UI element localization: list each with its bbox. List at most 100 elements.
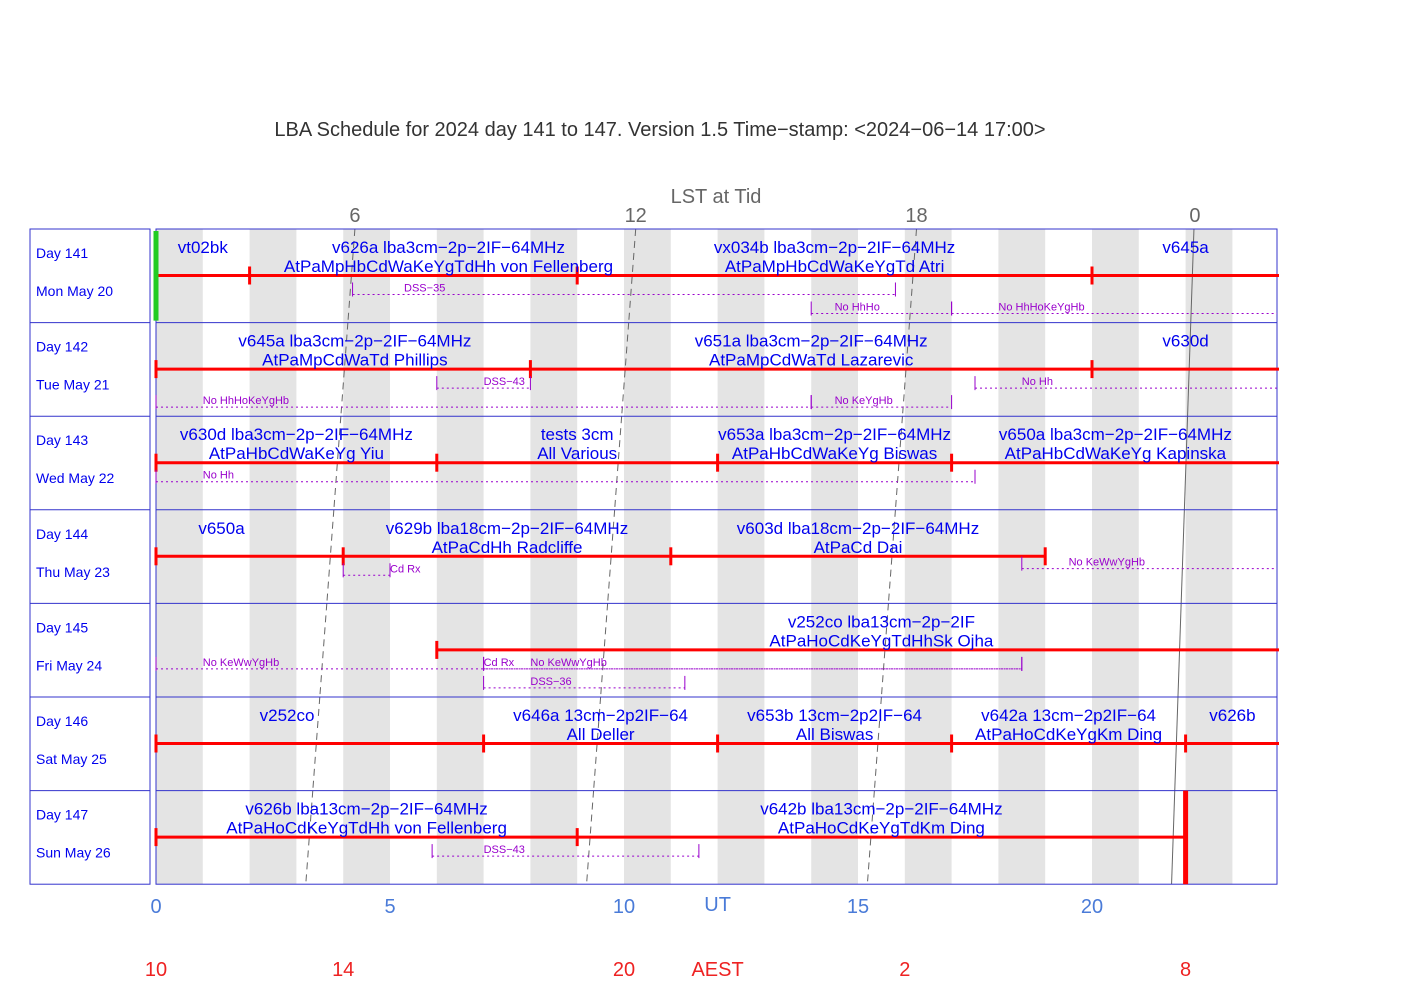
experiment-label: v629b lba18cm−2p−2IF−64MHz (386, 519, 628, 538)
aest-tick-label: 10 (145, 959, 167, 981)
lst-dash-line (621, 322, 630, 417)
note-label: No HhHoKeYgHb (998, 302, 1084, 314)
day-rows: Day 141 Mon May 20 vt02bk v626a lba3cm−2p−2… (36, 231, 1279, 885)
lst-tick-label: 12 (625, 205, 647, 227)
day-number-label: Day 144 (36, 526, 88, 542)
experiment-label: AtPaMpHbCdWaKeYgTdHh von Fellenberg (284, 257, 613, 276)
experiment-label: AtPaMpCdWaTd Phillips (262, 351, 448, 370)
lst-dash-line (326, 509, 335, 604)
day-number-label: Day 141 (36, 245, 88, 261)
experiment-label: AtPaHoCdKeYgTdKm Ding (778, 819, 985, 838)
lst-dash-line (347, 228, 356, 323)
label-frame (29, 228, 151, 885)
aest-tick-label: 14 (332, 959, 354, 981)
aest-tick-label: 2 (899, 959, 910, 981)
note-label: No HhHo (835, 302, 880, 314)
day-row: Day 144 Thu May 23 v650a v629b lba18cm−2p−2… (36, 519, 1277, 580)
experiment-label: tests 3cm (541, 425, 614, 444)
ut-tick-label: 15 (847, 896, 869, 918)
ut-axis-ticks: 0 5 10 15 20 (150, 896, 1103, 918)
lst-dash-line (340, 322, 349, 417)
lst-dash-line (614, 416, 623, 510)
note-label: No KeWwYgHb (530, 657, 606, 669)
shade-band (1185, 229, 1233, 885)
note-label: DSS−35 (404, 283, 445, 295)
experiment-label: AtPaCdHh Radcliffe (432, 538, 583, 557)
experiment-label: vx034b lba3cm−2p−2IF−64MHz (714, 238, 955, 257)
day-number-label: Day 145 (36, 619, 88, 635)
ut-tick-label: 5 (384, 896, 395, 918)
experiment-label: v626b lba13cm−2p−2IF−64MHz (245, 800, 487, 819)
note-label: No KeWwYgHb (1069, 557, 1145, 569)
shade-band (1092, 229, 1139, 885)
experiment-label: v646a 13cm−2p2IF−64 (513, 706, 688, 725)
lst-dash-line (312, 696, 321, 791)
experiment-label: AtPaHbCdWaKeYg Biswas (732, 444, 937, 463)
day-date-label: Sun May 26 (36, 845, 111, 861)
note-label: DSS−43 (484, 844, 525, 856)
lst-dash-line (887, 509, 896, 604)
lst-tick-label: 18 (905, 205, 927, 227)
experiment-label: v651a lba3cm−2p−2IF−64MHz (695, 332, 928, 351)
experiment-label: v626a lba3cm−2p−2IF−64MHz (332, 238, 565, 257)
day-row: Day 147 Sun May 26 v626b lba13cm−2p−2IF−64… (36, 790, 1189, 885)
day-date-label: Wed May 22 (36, 470, 115, 486)
day-date-label: Fri May 24 (36, 657, 102, 673)
day-date-label: Tue May 21 (36, 377, 110, 393)
day-date-label: Sat May 25 (36, 751, 107, 767)
experiment-label: v642a 13cm−2p2IF−64 (981, 706, 1156, 725)
lst-dash-line (628, 228, 637, 323)
lst-guide-lines (305, 228, 1195, 885)
lst-dash-line (607, 509, 616, 604)
ut-tick-label: 20 (1081, 896, 1103, 918)
experiment-label: v252co lba13cm−2p−2IF (788, 612, 975, 631)
experiment-label: All Various (537, 444, 617, 463)
day-number-label: Day 142 (36, 339, 88, 355)
day-date-label: Thu May 23 (36, 564, 110, 580)
experiment-label: v650a lba3cm−2p−2IF−64MHz (999, 425, 1232, 444)
aest-tick-label: 8 (1180, 959, 1191, 981)
note-label: No KeWwYgHb (203, 657, 279, 669)
lst-axis-label: LST at Tid (671, 186, 762, 208)
lst-dash-line (901, 322, 910, 417)
lst-dash-line (894, 416, 903, 510)
experiment-label: v650a (198, 519, 245, 538)
lst-zero-line (1171, 228, 1195, 885)
note-label: No Hh (1022, 376, 1053, 388)
lst-dash-line (866, 790, 875, 885)
lst-dash-line (586, 790, 595, 885)
experiment-label: AtPaMpHbCdWaKeYgTd Atri (725, 257, 945, 276)
experiment-label: AtPaHoCdKeYgKm Ding (975, 725, 1162, 744)
lst-axis-ticks: 6 12 18 0 (349, 205, 1200, 227)
day-row: Day 141 Mon May 20 vt02bk v626a lba3cm−2p−2… (36, 231, 1279, 321)
experiment-label: v630d lba3cm−2p−2IF−64MHz (180, 425, 413, 444)
lst-dash-line (593, 696, 602, 791)
experiment-label: v630d (1162, 332, 1208, 351)
experiment-label: v653a lba3cm−2p−2IF−64MHz (718, 425, 951, 444)
day-row: Day 143 Wed May 22 v630d lba3cm−2p−2IF−64M… (36, 425, 1279, 486)
lst-dash-line (880, 603, 889, 698)
experiment-label: vt02bk (178, 238, 229, 257)
lst-dash-line (305, 790, 314, 885)
experiment-label: v642b lba13cm−2p−2IF−64MHz (760, 800, 1002, 819)
day-row: Day 142 Tue May 21 v645a lba3cm−2p−2IF−64M… (36, 332, 1279, 410)
experiment-label: All Deller (567, 725, 635, 744)
chart-title: LBA Schedule for 2024 day 141 to 147. Ve… (274, 119, 1045, 141)
day-number-label: Day 143 (36, 432, 88, 448)
experiment-label: AtPaMpCdWaTd Lazarevic (709, 351, 914, 370)
day-number-label: Day 146 (36, 713, 88, 729)
note-label: DSS−43 (484, 376, 525, 388)
day-row: Day 145 Fri May 24 v252co lba13cm−2p−2IFAt… (36, 612, 1279, 690)
note-label: No KeYgHb (835, 395, 893, 407)
experiment-label: All Biswas (796, 725, 873, 744)
lst-dash-line (600, 603, 609, 698)
lst-tick-label: 0 (1189, 205, 1200, 227)
day-row: Day 146 Sat May 25 v252co v646a 13cm−2p2IF−… (36, 706, 1279, 767)
note-label: No Hh (203, 470, 234, 482)
lst-dash-line (319, 603, 328, 698)
note-label: DSS−36 (530, 676, 571, 688)
aest-axis-ticks: 10 14 20 2 8 (145, 959, 1191, 981)
day-date-label: Mon May 20 (36, 283, 113, 299)
note-label: No HhHoKeYgHb (203, 395, 289, 407)
